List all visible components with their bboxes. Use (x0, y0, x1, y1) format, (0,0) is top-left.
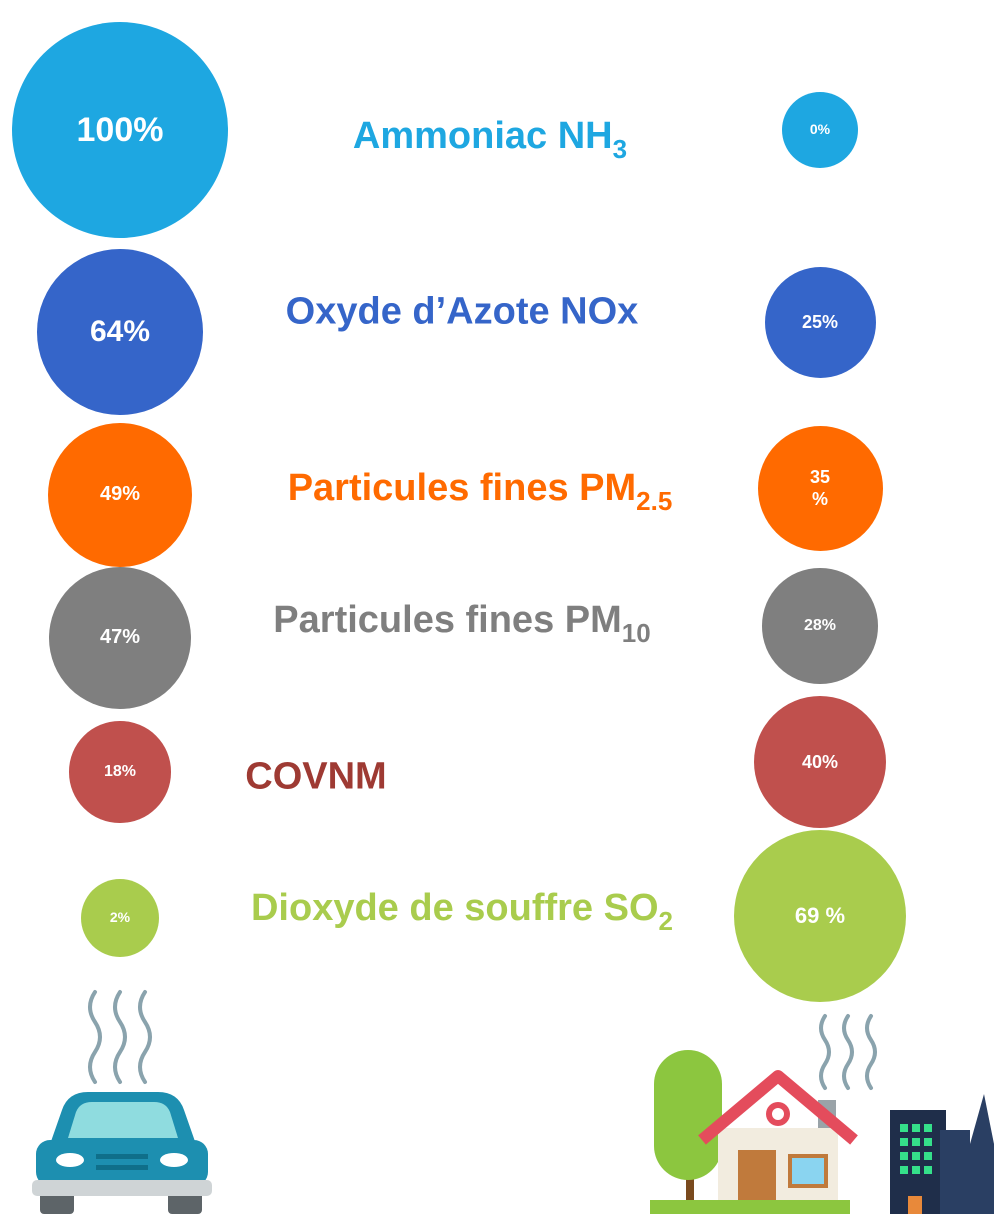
pollutant-title: Ammoniac NH3 (353, 115, 627, 165)
pollutant-subscript: 2 (659, 906, 673, 936)
pollutant-subscript: 10 (622, 618, 651, 648)
left-bubble: 2% (81, 879, 160, 958)
pollutant-name: Particules fines PM (288, 467, 636, 509)
pollutant-name: Oxyde d’Azote NOx (286, 291, 639, 333)
pollutant-name: Particules fines PM (273, 599, 621, 641)
steam-left (90, 992, 150, 1082)
page: (() => { const data = JSON.parse(documen… (0, 0, 994, 1216)
city-icon (890, 1094, 994, 1214)
right-bubble: 40% (754, 696, 886, 828)
left-bubble: 18% (69, 721, 170, 822)
pollutant-subscript: 2.5 (636, 486, 672, 516)
pollutant-title: Dioxyde de souffre SO2 (251, 887, 673, 937)
pollutant-name: Ammoniac NH (353, 115, 613, 157)
left-bubble: 49% (48, 423, 193, 568)
pollutant-title: COVNM (245, 756, 386, 799)
right-bubble: 28% (762, 568, 877, 683)
left-bubble: 100% (12, 22, 228, 238)
pollutant-title: Oxyde d’Azote NOx (286, 291, 639, 334)
right-bubble: 25% (765, 267, 876, 378)
left-bubble: 47% (49, 567, 191, 709)
pollutant-title: Particules fines PM10 (273, 599, 650, 649)
car-icon (32, 1092, 212, 1214)
house-icon (650, 1050, 854, 1214)
pollutant-subscript: 3 (613, 134, 627, 164)
left-bubble: 64% (37, 249, 203, 415)
right-bubble: 0% (782, 92, 858, 168)
pollutant-name: Dioxyde de souffre SO (251, 887, 659, 929)
steam-right (821, 1016, 875, 1088)
pollutant-name: COVNM (245, 756, 386, 798)
pollutant-title: Particules fines PM2.5 (288, 467, 673, 517)
right-bubble: 69 % (734, 830, 907, 1003)
right-bubble: 35 % (758, 426, 883, 551)
